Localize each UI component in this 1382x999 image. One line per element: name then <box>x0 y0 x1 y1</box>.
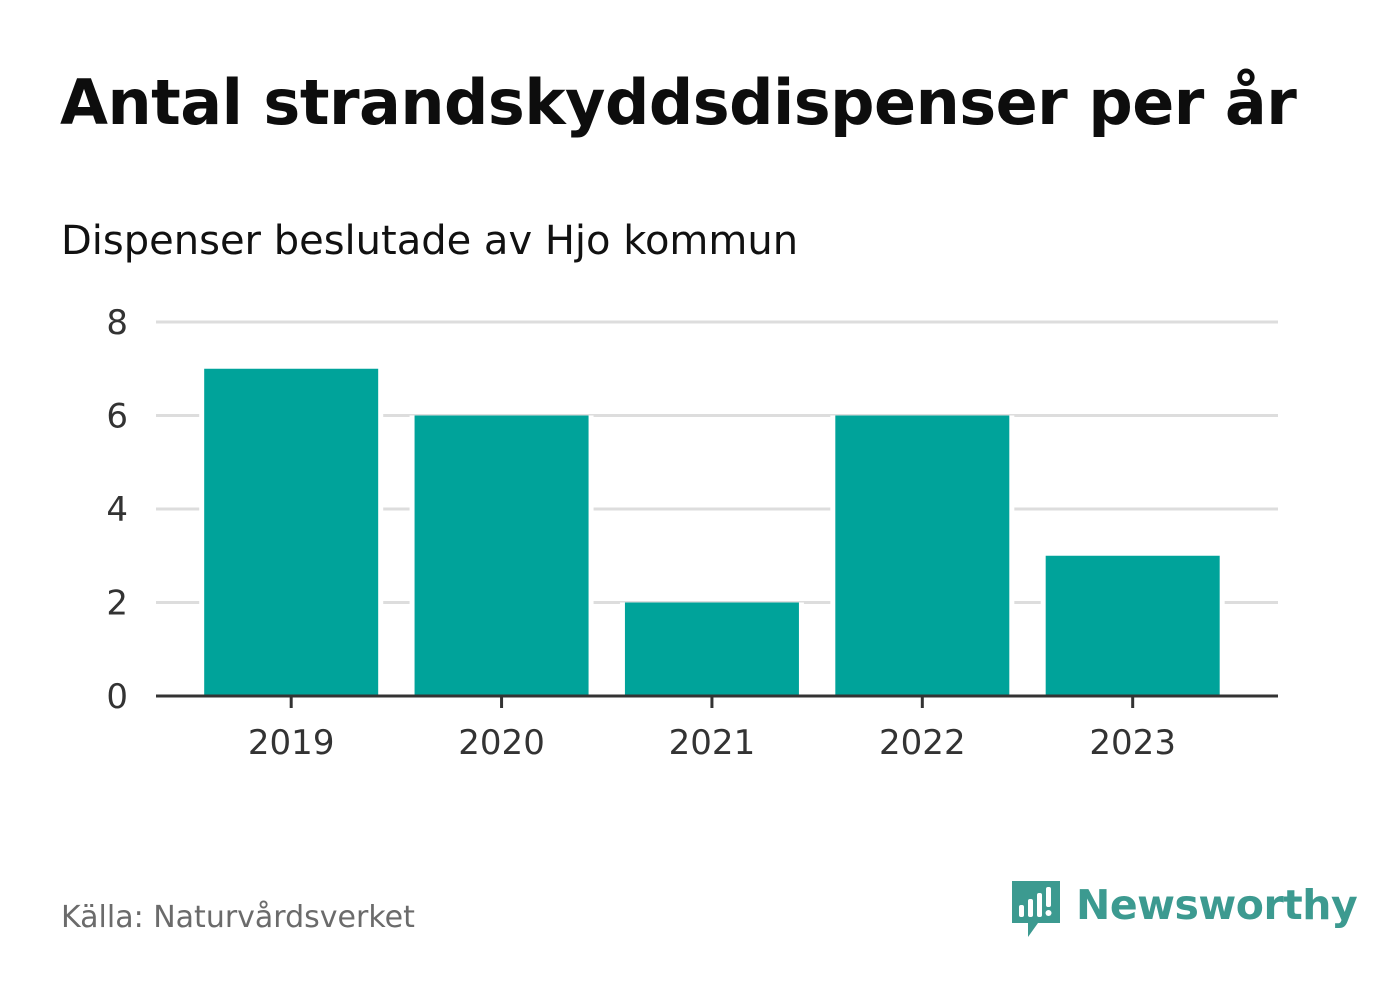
x-tick-label: 2023 <box>1089 723 1176 763</box>
newsworthy-brand: Newsworthy <box>1010 878 1358 942</box>
bar-2020 <box>414 415 589 696</box>
newsworthy-logo-icon <box>1012 881 1060 937</box>
source-note: Källa: Naturvårdsverket <box>61 900 415 935</box>
chart-subtitle: Dispenser beslutade av Hjo kommun <box>61 218 799 264</box>
bars <box>199 368 1225 696</box>
x-tick-label: 2022 <box>879 723 966 763</box>
x-tick-label: 2020 <box>458 723 545 763</box>
bar-2023 <box>1045 555 1220 696</box>
bar-2019 <box>204 368 379 696</box>
y-tick-label: 2 <box>106 584 128 624</box>
bar-2022 <box>835 415 1010 696</box>
x-tick-label: 2019 <box>248 723 335 763</box>
y-tick-label: 0 <box>106 677 128 717</box>
x-tick-label: 2021 <box>669 723 756 763</box>
y-tick-label: 8 <box>106 303 128 343</box>
axis-labels: 0 2 4 6 8 2019 2020 2021 2022 2023 <box>106 303 1176 763</box>
chart-title: Antal strandskyddsdispenser per år <box>60 66 1297 139</box>
y-tick-label: 4 <box>106 490 128 530</box>
y-tick-label: 6 <box>106 397 128 437</box>
bar-2021 <box>624 602 799 696</box>
x-axis <box>156 694 1278 708</box>
brand-name: Newsworthy <box>1076 880 1358 929</box>
